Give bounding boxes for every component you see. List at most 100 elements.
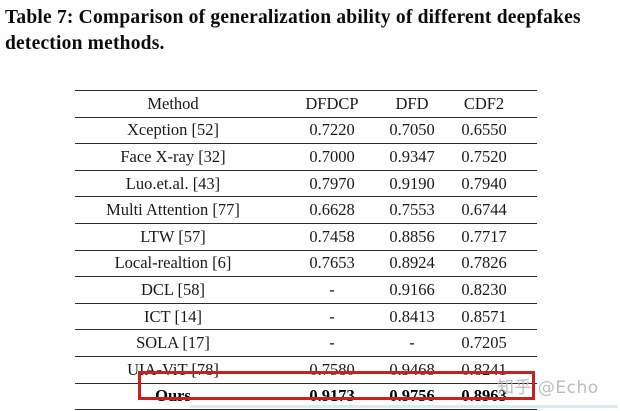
table-row: Multi Attention [77] 0.6628 0.7553 0.6744	[75, 196, 537, 223]
table-body: Xception [52] 0.7220 0.7050 0.6550 Face X-ra…	[75, 116, 537, 410]
table-row: LTW [57] 0.7458 0.8856 0.7717	[75, 222, 537, 250]
cell-text: 0.8571	[461, 306, 507, 326]
table-row: Face X-ray [32] 0.7000 0.9347 0.7520	[75, 143, 537, 170]
cell-text: 0.9173	[309, 386, 355, 406]
cell-text: Luo.et.al. [43]	[125, 173, 221, 193]
table-row: SOLA [17] - - 0.7205	[75, 329, 537, 356]
score-cell: 0.9756	[389, 386, 434, 406]
cell-text: 0.6628	[309, 200, 355, 220]
method-cell: LTW [57]	[75, 227, 271, 247]
watermark: 知乎 @Echo	[497, 378, 599, 398]
cell-text: 0.7970	[309, 173, 355, 193]
cell-text: 0.9347	[389, 146, 435, 166]
cell-text: 0.8413	[389, 306, 435, 326]
table-header-row: Method DFDCP DFD CDF2	[75, 90, 537, 117]
cell-text: 0.7940	[461, 173, 507, 193]
cell-text: 0.9166	[389, 279, 435, 299]
cell-text: 0.6744	[461, 200, 507, 220]
table-row: Ours 0.9173 0.9756 0.8963	[75, 382, 537, 410]
cell-text: 0.7220	[309, 120, 355, 140]
method-cell: Local-realtion [6]	[75, 253, 271, 273]
score-cell: 0.6628	[271, 200, 393, 220]
cell-text: -	[329, 333, 335, 353]
score-cell: -	[393, 333, 431, 353]
cell-text: 0.7653	[309, 253, 355, 273]
score-cell: 0.7000	[271, 147, 393, 167]
score-cell: 0.8413	[389, 307, 434, 327]
score-cell: 0.9190	[389, 174, 434, 194]
score-cell: 0.9166	[389, 280, 434, 300]
score-cell: -	[271, 307, 393, 327]
header-method: Method	[147, 93, 199, 113]
table-row: ICT [14] - 0.8413 0.8571	[75, 302, 537, 330]
table-row: Local-realtion [6] 0.7653 0.8924 0.7826	[75, 249, 537, 277]
cell-text: DCL [58]	[140, 279, 205, 299]
method-cell: ICT [14]	[75, 307, 271, 327]
cell-text: 0.8963	[461, 386, 507, 406]
ours-highlight-box	[138, 371, 535, 400]
score-cell: 0.7553	[389, 200, 434, 220]
table-caption: Table 7: Comparison of generalization ab…	[5, 7, 581, 55]
cell-text: ICT [14]	[144, 306, 202, 326]
cell-text: Xception [52]	[126, 120, 220, 140]
score-cell: 0.8924	[389, 253, 434, 273]
cell-text: 0.8856	[389, 226, 435, 246]
method-cell: Multi Attention [77]	[75, 200, 271, 220]
cell-text: Face X-ray [32]	[120, 146, 226, 166]
cell-text: 0.6550	[461, 120, 507, 140]
score-cell: 0.6744	[431, 200, 537, 220]
cell-text: 0.7520	[461, 146, 507, 166]
method-cell: DCL [58]	[75, 280, 271, 300]
cell-text: 0.7458	[309, 226, 355, 246]
header-dfd: DFD	[395, 93, 429, 113]
score-cell: 0.7050	[389, 120, 434, 140]
score-cell: 0.9173	[271, 386, 393, 406]
cell-text: 0.7000	[309, 146, 355, 166]
cell-text: 0.9756	[389, 386, 435, 406]
cell-text: Local-realtion [6]	[114, 253, 232, 273]
cell-text: 0.8230	[461, 279, 507, 299]
table-row: Luo.et.al. [43] 0.7970 0.9190 0.7940	[75, 169, 537, 197]
score-cell: 0.7220	[271, 120, 393, 140]
score-cell: 0.8571	[431, 307, 537, 327]
cell-text: Ours	[155, 386, 191, 406]
score-cell: 0.7458	[271, 227, 393, 247]
score-cell: 0.7653	[271, 253, 393, 273]
cell-text: 0.7050	[389, 120, 435, 140]
method-cell: SOLA [17]	[75, 333, 271, 353]
comparison-table: Method DFDCP DFD CDF2 Xception [52] 0.722…	[75, 90, 537, 411]
cell-text: -	[329, 279, 335, 299]
cell-text: 0.7826	[461, 253, 507, 273]
method-cell: Luo.et.al. [43]	[75, 174, 271, 194]
score-cell: 0.7520	[431, 147, 537, 167]
cell-text: 0.7553	[389, 200, 435, 220]
score-cell: 0.9347	[389, 147, 434, 167]
method-cell: Ours	[75, 386, 271, 406]
score-cell: 0.7717	[431, 227, 537, 247]
score-cell: 0.7205	[431, 333, 537, 353]
cell-text: Multi Attention [77]	[106, 200, 240, 220]
cell-text: 0.8924	[389, 253, 435, 273]
bottom-divider	[190, 405, 618, 408]
cell-text: 0.9190	[389, 173, 435, 193]
score-cell: 0.7826	[431, 253, 537, 273]
table-row: Xception [52] 0.7220 0.7050 0.6550	[75, 116, 537, 144]
score-cell: 0.7970	[271, 174, 393, 194]
score-cell: 0.6550	[431, 120, 537, 140]
cell-text: -	[409, 333, 415, 353]
cell-text: 0.7205	[461, 333, 507, 353]
method-cell: Xception [52]	[75, 120, 271, 140]
score-cell: -	[271, 280, 393, 300]
score-cell: 0.8230	[431, 280, 537, 300]
method-cell: Face X-ray [32]	[75, 147, 271, 167]
score-cell: 0.7940	[431, 174, 537, 194]
header-dfdcp: DFDCP	[305, 93, 359, 113]
score-cell: 0.8963	[431, 386, 537, 406]
cell-text: 0.7717	[461, 226, 507, 246]
cell-text: -	[329, 306, 335, 326]
header-cdf2: CDF2	[463, 93, 505, 113]
score-cell: 0.8856	[389, 227, 434, 247]
cell-text: LTW [57]	[140, 226, 206, 246]
table-row: DCL [58] - 0.9166 0.8230	[75, 276, 537, 303]
cell-text: SOLA [17]	[136, 333, 210, 353]
